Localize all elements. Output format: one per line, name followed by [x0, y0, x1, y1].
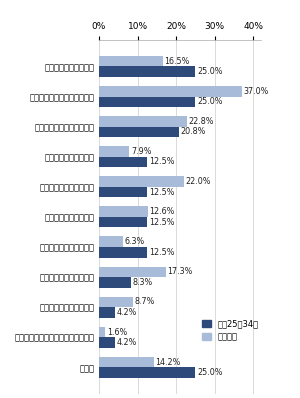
Bar: [99, 97, 195, 107]
Bar: [99, 56, 163, 66]
Bar: [99, 146, 130, 157]
Text: 8.7%: 8.7%: [134, 297, 154, 306]
Bar: [99, 127, 179, 137]
Bar: [99, 217, 147, 227]
Text: 12.5%: 12.5%: [149, 248, 174, 257]
Bar: [99, 157, 147, 167]
Bar: [99, 327, 105, 337]
Bar: [99, 267, 166, 277]
Text: 22.0%: 22.0%: [185, 177, 211, 186]
Bar: [99, 277, 131, 288]
Bar: [99, 357, 154, 367]
Text: 4.2%: 4.2%: [117, 308, 137, 317]
Text: 12.5%: 12.5%: [149, 187, 174, 197]
Text: 25.0%: 25.0%: [197, 97, 223, 106]
Text: 8.3%: 8.3%: [133, 278, 153, 287]
Bar: [99, 176, 184, 187]
Bar: [99, 337, 115, 348]
Text: 20.8%: 20.8%: [181, 127, 206, 137]
Bar: [99, 207, 148, 217]
Legend: 女性25～34歳, 女性全体: 女性25～34歳, 女性全体: [201, 318, 260, 343]
Bar: [99, 236, 123, 247]
Bar: [99, 86, 242, 97]
Text: 1.6%: 1.6%: [107, 328, 127, 337]
Bar: [99, 66, 195, 77]
Text: 12.5%: 12.5%: [149, 218, 174, 227]
Text: 37.0%: 37.0%: [243, 87, 268, 96]
Text: 6.3%: 6.3%: [125, 237, 145, 246]
Text: 16.5%: 16.5%: [164, 57, 190, 66]
Bar: [99, 247, 147, 258]
Text: 4.2%: 4.2%: [117, 338, 137, 347]
Bar: [99, 116, 187, 127]
Text: 25.0%: 25.0%: [197, 67, 223, 76]
Text: 25.0%: 25.0%: [197, 368, 223, 377]
Text: 14.2%: 14.2%: [155, 358, 181, 367]
Bar: [99, 297, 133, 307]
Text: 12.5%: 12.5%: [149, 158, 174, 166]
Bar: [99, 307, 115, 318]
Text: 7.9%: 7.9%: [131, 147, 152, 156]
Bar: [99, 367, 195, 378]
Bar: [99, 187, 147, 197]
Text: 17.3%: 17.3%: [167, 267, 193, 276]
Text: 22.8%: 22.8%: [188, 117, 214, 126]
Text: 12.6%: 12.6%: [149, 207, 175, 216]
